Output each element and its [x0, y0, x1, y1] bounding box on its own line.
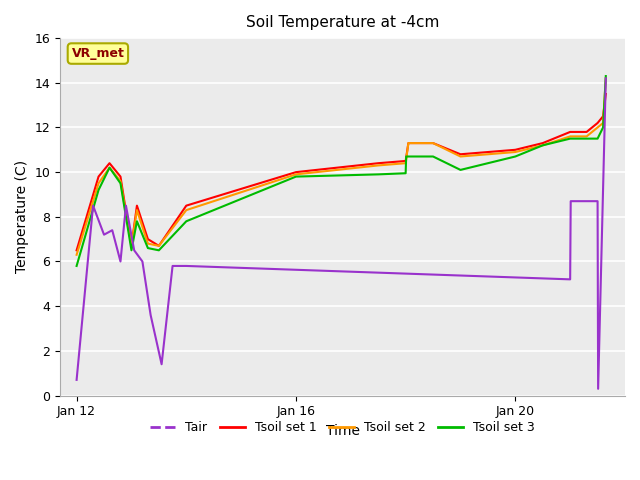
X-axis label: Time: Time — [326, 424, 360, 438]
Text: VR_met: VR_met — [72, 47, 124, 60]
Title: Soil Temperature at -4cm: Soil Temperature at -4cm — [246, 15, 439, 30]
Y-axis label: Temperature (C): Temperature (C) — [15, 160, 29, 274]
Legend: Tair, Tsoil set 1, Tsoil set 2, Tsoil set 3: Tair, Tsoil set 1, Tsoil set 2, Tsoil se… — [145, 416, 540, 439]
